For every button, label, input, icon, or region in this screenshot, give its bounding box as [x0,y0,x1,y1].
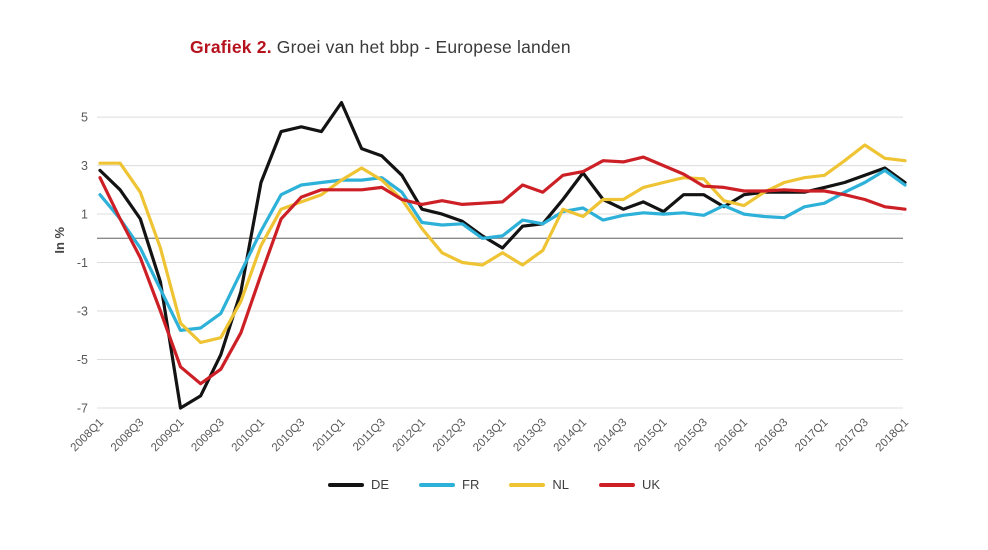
x-tick: 2014Q3 [592,417,629,454]
x-tick-label: 2008Q3 [109,417,146,454]
legend-label-nl: NL [552,477,569,492]
chart-legend: DE FR NL UK [0,477,988,492]
x-tick-label: 2009Q1 [149,417,186,454]
x-tick: 2008Q1 [69,417,106,454]
x-tick: 2008Q3 [109,417,146,454]
x-tick-label: 2014Q1 [552,417,589,454]
x-tick-label: 2013Q3 [511,417,548,454]
x-tick: 2016Q1 [713,417,750,454]
x-tick: 2014Q1 [552,417,589,454]
x-tick: 2015Q3 [672,417,709,454]
x-tick-label: 2012Q3 [431,417,468,454]
x-tick-label: 2011Q1 [311,417,348,454]
x-tick: 2012Q3 [431,417,468,454]
x-tick: 2017Q1 [793,417,830,454]
x-tick: 2013Q3 [511,417,548,454]
y-tick-label: 1 [81,208,88,222]
x-tick-label: 2010Q1 [230,417,267,454]
x-tick-label: 2017Q3 [833,417,870,454]
chart-title-prefix: Grafiek 2. [190,37,272,57]
y-tick-label: -7 [77,401,88,415]
series-line-nl [98,143,907,345]
legend-swatch-de [327,482,364,487]
x-tick: 2010Q1 [230,417,267,454]
x-tick-label: 2018Q1 [874,417,911,454]
x-tick-label: 2015Q1 [632,417,669,454]
chart-title: Grafiek 2. Groei van het bbp - Europese l… [190,36,571,58]
x-tick-label: 2008Q1 [69,417,106,454]
x-tick: 2016Q3 [753,417,790,454]
y-tick-label: -5 [77,353,88,367]
legend-swatch-fr [419,482,456,487]
legend-item-uk: UK [598,477,661,492]
x-tick: 2015Q1 [632,417,669,454]
x-tick-label: 2009Q3 [189,417,226,454]
y-axis-label-text: In % [52,227,67,254]
x-tick-label: 2017Q1 [793,417,830,454]
x-tick: 2009Q3 [189,417,226,454]
x-tick: 2011Q1 [311,417,348,454]
y-tick-label: -3 [77,305,88,319]
legend-item-nl: NL [509,477,569,492]
x-tick-label: 2015Q3 [672,417,709,454]
y-tick-label: 3 [81,159,88,173]
x-tick-label: 2012Q1 [391,417,428,454]
x-tick-label: 2011Q3 [351,417,388,454]
x-tick-label: 2016Q3 [753,417,790,454]
legend-label-de: DE [370,477,390,492]
series-line-fr [98,168,907,332]
x-tick: 2012Q1 [391,417,428,454]
x-tick: 2010Q3 [270,417,307,454]
x-tick: 2018Q1 [874,417,911,454]
y-axis-label: In % [52,227,67,254]
legend-swatch-uk [598,482,635,487]
chart-title-text: Groei van het bbp - Europese landen [276,37,571,57]
x-tick-label: 2016Q1 [713,417,750,454]
legend-item-fr: FR [419,477,479,492]
y-tick-label: 5 [81,111,88,125]
legend-label-fr: FR [462,477,480,492]
series-line-de [98,100,907,410]
legend-label-uk: UK [641,477,661,492]
series-line-uk [98,155,907,386]
y-tick-label: -1 [77,256,88,270]
x-tick-label: 2010Q3 [270,417,307,454]
x-tick: 2009Q1 [149,417,186,454]
x-tick-label: 2013Q1 [471,417,508,454]
x-tick: 2011Q3 [351,417,388,454]
x-tick-label: 2014Q3 [592,417,629,454]
x-tick: 2017Q3 [833,417,870,454]
x-tick: 2013Q1 [471,417,508,454]
legend-item-de: DE [327,477,390,492]
legend-swatch-nl [509,482,546,487]
